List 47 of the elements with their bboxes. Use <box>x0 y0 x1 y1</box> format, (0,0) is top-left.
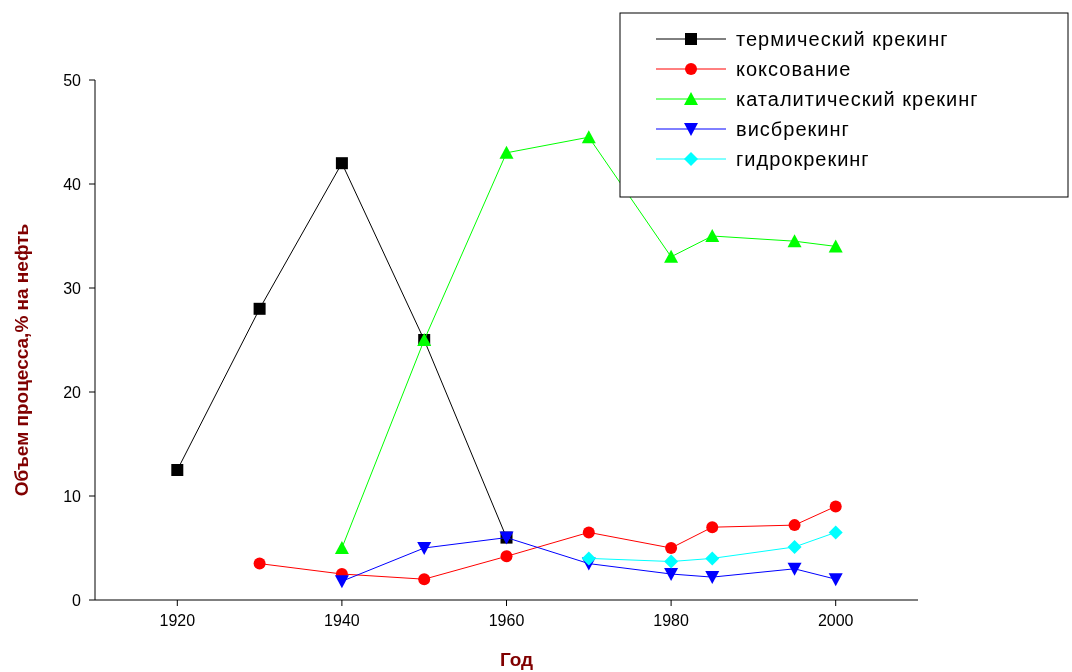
y-tick-label: 20 <box>63 384 82 401</box>
point <box>334 541 349 554</box>
point <box>335 157 348 170</box>
y-axis-title: Объем процесса,% на нефть <box>11 223 32 497</box>
point <box>664 568 679 581</box>
point <box>828 239 843 253</box>
point <box>829 500 842 513</box>
point <box>500 550 513 563</box>
point <box>706 521 719 534</box>
point <box>253 557 266 570</box>
point <box>787 562 802 576</box>
legend-label: термический крекинг <box>736 28 949 50</box>
y-tick-label: 10 <box>63 488 82 505</box>
point <box>705 229 720 242</box>
point <box>171 464 184 476</box>
x-tick-label: 1980 <box>653 612 689 629</box>
legend-label: гидрокрекинг <box>736 148 870 170</box>
point <box>665 542 678 554</box>
y-tick-label: 50 <box>63 72 82 89</box>
point <box>787 234 802 248</box>
point <box>253 302 266 315</box>
point <box>828 573 843 587</box>
x-tick-label: 1940 <box>324 612 360 629</box>
y-tick-label: 30 <box>63 280 82 297</box>
point <box>788 519 801 532</box>
point <box>418 573 431 586</box>
point <box>664 554 679 569</box>
point <box>581 551 596 566</box>
point <box>787 539 802 554</box>
point <box>664 249 679 263</box>
point <box>582 526 595 539</box>
y-tick-label: 0 <box>72 592 82 609</box>
x-tick-label: 1960 <box>488 612 525 629</box>
legend-label: каталитический крекинг <box>736 88 979 110</box>
legend-label: висбрекинг <box>736 118 850 140</box>
x-tick-label: 1920 <box>159 612 196 629</box>
y-tick-label: 40 <box>63 176 82 193</box>
point <box>581 130 596 144</box>
x-tick-label: 2000 <box>817 612 854 629</box>
point <box>417 542 432 555</box>
legend-label: коксование <box>736 58 852 80</box>
point <box>705 571 720 585</box>
point <box>499 145 514 159</box>
point <box>828 525 843 540</box>
point <box>705 551 720 566</box>
point <box>334 575 349 589</box>
x-axis-title: Год <box>499 649 534 670</box>
